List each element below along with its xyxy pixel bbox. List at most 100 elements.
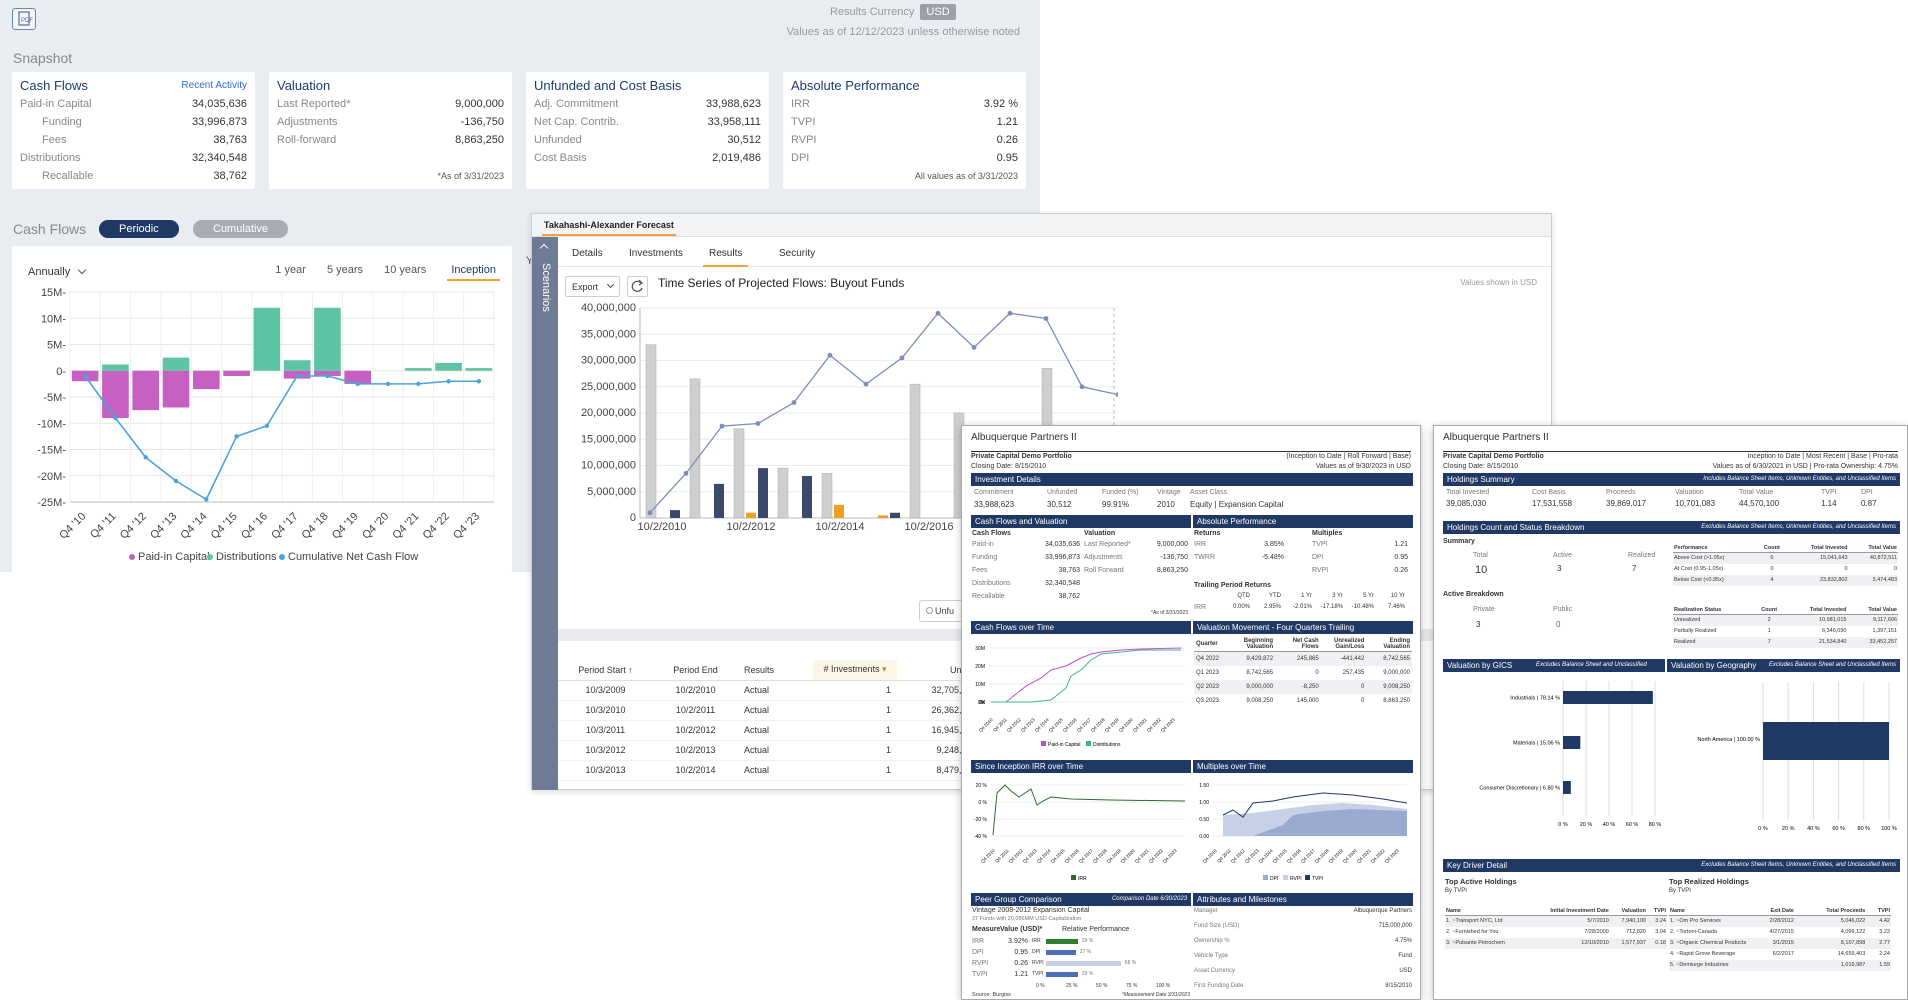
x-tick-label: Q4 2019 — [1106, 848, 1122, 864]
refresh-button[interactable] — [627, 276, 648, 297]
vm-cell: 0 — [1361, 683, 1365, 690]
x-tick-label: 60 % — [1626, 822, 1639, 828]
status-cell: 40,872,511 — [1869, 555, 1897, 562]
x-tick-label: Q4 '11 — [88, 510, 119, 541]
col-investments[interactable]: # Investments ▾ — [813, 660, 897, 680]
holdings-row[interactable]: 3. ~Pulsante Petrochem 12/10/2010 1,577,93… — [1445, 937, 1667, 949]
legend-partial-label: Unfu — [935, 606, 955, 616]
range-1-year[interactable]: 1 year — [275, 264, 306, 276]
col-period-end[interactable]: Period End — [673, 664, 718, 675]
table-row[interactable]: 10/3/2011 10/2/2012 Actual 1 16,945,006.28 — [558, 720, 989, 740]
holdings-row[interactable]: 1. ~Om Pro Services 2/28/2012 5,046,022 4.4… — [1669, 915, 1891, 927]
y-tick-label: 0.50 — [1199, 817, 1209, 823]
attr-row: Manager Albuquerque Partners — [1194, 908, 1412, 923]
cumulative-toggle[interactable]: Cumulative — [193, 220, 289, 238]
results-table: Period Start ↑ Period End Results # Inve… — [558, 660, 989, 781]
x-tick-label: Q4 2017 — [1300, 848, 1316, 864]
holdings-row[interactable]: 3. ~Organic Chemical Products 3/1/2015 8,1… — [1669, 937, 1891, 949]
x-tick-label: Q4 2014 — [1036, 848, 1052, 864]
detail-label: Funded (%) — [1102, 489, 1139, 496]
overflow-tab[interactable]: Y — [526, 255, 534, 267]
legend-swatch — [1071, 875, 1076, 880]
valuation-movement-table: Quarter Beginning Valuation Net Cash Flows… — [1194, 637, 1412, 708]
x-tick-label: Q4 '17 — [269, 510, 300, 541]
table-row[interactable]: 10/3/2010 10/2/2011 Actual 1 26,362,687.94 — [558, 700, 989, 720]
cash-flows-card: Cash Flows Recent Activity Paid-in Capit… — [12, 72, 255, 189]
forecast-window-title[interactable]: Takahashi-Alexander Forecast — [542, 220, 676, 236]
x-tick-label: Q4 2021 — [1134, 848, 1150, 864]
cumulative-point — [325, 373, 330, 379]
detail-label: Vintage — [1157, 489, 1181, 496]
nav-point — [719, 423, 725, 429]
range-10-years[interactable]: 10 years — [384, 264, 427, 276]
summary-value: 44,570,100 — [1739, 499, 1780, 508]
tab-investments[interactable]: Investments — [629, 248, 683, 259]
col-period-start[interactable]: Period Start ↑ — [558, 660, 653, 680]
public-value: 0 — [1556, 620, 1561, 629]
distribution-bar — [162, 357, 190, 371]
table-row[interactable]: 10/3/2009 10/2/2010 Actual 1 32,705,133.28 — [558, 680, 989, 700]
vm-cell: 9,000,000 — [1246, 683, 1274, 690]
cumulative-point — [385, 381, 391, 387]
x-tick-label: Q4 '14 — [178, 510, 209, 541]
peer-value-head: Value (USD)* — [1000, 926, 1043, 933]
x-tick-label: Q4 2010 — [980, 848, 996, 864]
tab-security[interactable]: Security — [779, 248, 816, 259]
ap-header: Absolute Performance — [1193, 515, 1413, 528]
summary-value: 39,869,017 — [1606, 499, 1647, 508]
x-tick-label: 0 % — [1758, 826, 1768, 832]
x-tick-label: Q4 '12 — [118, 510, 149, 541]
bar-label: Consumer Discretionary | 6.80 % — [1479, 786, 1560, 792]
holdings-row[interactable]: 2. ~Furnished for You 7/28/2009 712,820 3.0… — [1445, 926, 1667, 938]
kv-label: Fees — [42, 134, 67, 146]
period-select[interactable]: Annually — [28, 265, 87, 278]
holdings-row[interactable]: 4. ~Rapid Grove Beverage 6/2/2017 14,659,4… — [1669, 948, 1891, 960]
legend-circle-icon — [926, 607, 933, 614]
detail-value: 2010 — [1157, 500, 1175, 509]
holdings-row[interactable]: 1. ~Transport NYC, Ltd 5/7/2010 7,940,100 3… — [1445, 915, 1667, 927]
status-header: Realization Status Count Total Invested Tot… — [1673, 606, 1898, 615]
pdf-export-icon[interactable]: PDF — [12, 8, 36, 30]
kv-label: Funding — [42, 116, 82, 128]
export-dropdown[interactable]: Export — [565, 276, 620, 297]
col-results[interactable]: Results — [744, 664, 775, 675]
x-tick-label: Q4 2012 — [1006, 717, 1022, 733]
scenarios-side-tab[interactable]: Scenarios — [532, 237, 558, 790]
periodic-toggle[interactable]: Periodic — [99, 220, 179, 238]
attr-label: Vehicle Type — [1194, 953, 1228, 959]
tab-results[interactable]: Results — [703, 248, 749, 267]
range-5-years[interactable]: 5 years — [326, 264, 364, 276]
cumulative-point — [234, 434, 239, 439]
holdings-cell: 1. ~Om Pro Services — [1670, 918, 1721, 925]
y-tick-label: -20M- — [37, 471, 66, 483]
distribution-bar — [878, 515, 888, 518]
private-value: 3 — [1476, 620, 1481, 629]
vm-col: Unrealized Gain/Loss — [1334, 638, 1365, 650]
peer-funds: 37 Funds with 20,056MM USD Capitalizatio… — [972, 916, 1082, 922]
holdings-row[interactable]: 2. ~Tortoni-Canada 4/27/2015 4,099,122 3.23 — [1669, 926, 1891, 938]
x-tick-label: 10/2/2012 — [727, 521, 776, 530]
range-inception[interactable]: Inception — [447, 264, 500, 281]
peer-label: RVPI — [972, 960, 989, 967]
val-value: -136,750 — [1160, 554, 1188, 561]
holdings-cell: 3. ~Pulsante Petrochem — [1446, 940, 1505, 946]
holdings-cell: 2.77 — [1879, 940, 1890, 946]
currency-badge[interactable]: USD — [920, 4, 956, 20]
y-tick-label: 15,000,000 — [581, 433, 636, 445]
recent-activity-link[interactable]: Recent Activity — [181, 80, 247, 91]
status-cell: 1,397,151 — [1872, 628, 1897, 634]
peer-bar-label: DPI — [1032, 949, 1041, 955]
cumulative-point — [476, 379, 482, 384]
report-b-title: Albuquerque Partners II — [1443, 432, 1549, 443]
tab-details[interactable]: Details — [572, 248, 603, 259]
legend-label: Paid-in Capital — [138, 551, 210, 563]
x-tick-label: 10/2/2016 — [905, 521, 954, 530]
cf-label: Fees — [972, 567, 988, 574]
kv-value: 0.95 — [996, 152, 1018, 164]
holdings-row[interactable]: 5. ~Demiurge Industries 1,019,987 1.59 — [1669, 959, 1891, 971]
x-tick-label: 0 % — [1558, 822, 1568, 828]
peer-axis-label: 50 % — [1096, 983, 1108, 989]
table-cell: Actual — [744, 765, 770, 775]
